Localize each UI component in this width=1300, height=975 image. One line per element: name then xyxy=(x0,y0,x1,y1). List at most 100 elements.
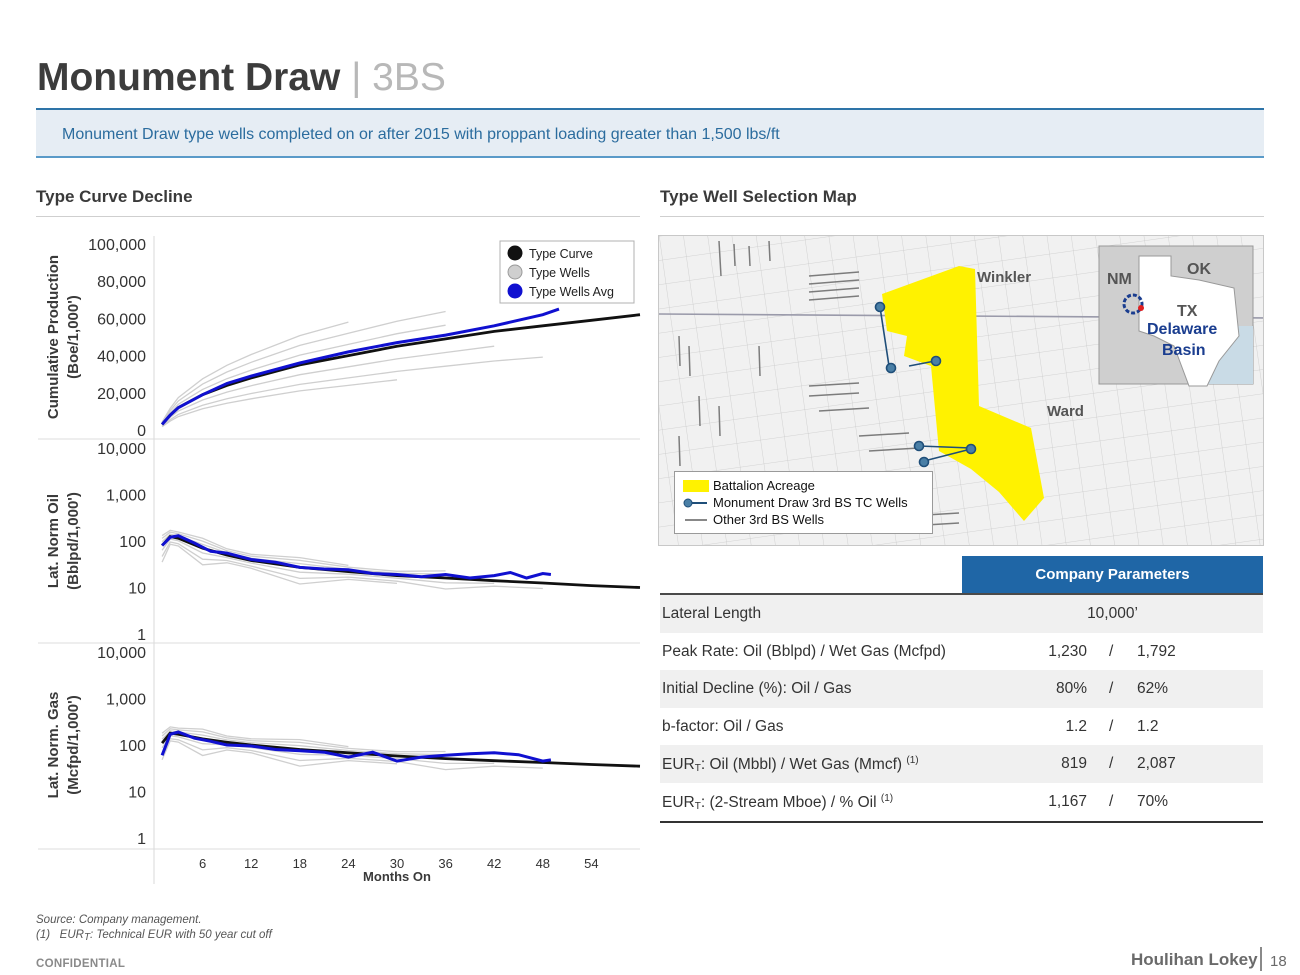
y-tick-label: 100 xyxy=(119,534,146,551)
row-separator: / xyxy=(1109,755,1114,773)
type-well-line xyxy=(161,726,349,748)
confidential-label: CONFIDENTIAL xyxy=(36,958,126,970)
y-axis-label: (Mcfpd/1,000') xyxy=(65,695,82,794)
row-value-oil: 80% xyxy=(1055,680,1087,698)
y-tick-label: 10,000 xyxy=(97,645,146,662)
title-rule xyxy=(36,108,1264,110)
row-label: Lateral Length xyxy=(662,605,762,622)
row-value-oil: 819 xyxy=(1061,755,1087,773)
type-well-line xyxy=(161,538,495,584)
row-value-oil-pct: 70% xyxy=(1137,792,1169,810)
y-axis-label: (Bblpd/1,000') xyxy=(65,492,82,590)
x-tick-label: 24 xyxy=(341,856,355,871)
x-tick-label: 36 xyxy=(438,856,452,871)
left-section-rule xyxy=(36,216,640,217)
y-tick-label: 1 xyxy=(137,627,146,644)
table-row: EURT: Oil (Mbbl) / Wet Gas (Mmcf) (1) 81… xyxy=(660,745,1263,783)
title-main: Monument Draw xyxy=(37,56,341,99)
row-label: Initial Decline (%): Oil / Gas xyxy=(662,680,852,698)
row-label: EURT: (2-Stream Mboe) / % Oil (1) xyxy=(662,792,894,812)
y-tick-label: 100 xyxy=(119,738,146,755)
delaware-label: Delaware xyxy=(1147,321,1217,338)
row-separator: / xyxy=(1109,792,1114,810)
table-row: Peak Rate: Oil (Bblpd) / Wet Gas (Mcfpd)… xyxy=(660,633,1263,671)
y-axis-label: Lat. Norm Oil xyxy=(45,494,62,588)
inset-map: NM OK TX Delaware Basin xyxy=(1098,245,1254,387)
row-value: 10,000’ xyxy=(1087,605,1138,622)
x-tick-label: 42 xyxy=(487,856,501,871)
parameters-header: Company Parameters xyxy=(962,556,1263,593)
tc-wells xyxy=(874,301,977,468)
y-tick-label: 100,000 xyxy=(88,237,146,254)
y-tick-label: 1,000 xyxy=(106,488,146,505)
table-row: EURT: (2-Stream Mboe) / % Oil (1) 1,167 … xyxy=(660,783,1263,821)
table-row: Initial Decline (%): Oil / Gas 80% / 62% xyxy=(660,670,1263,708)
y-tick-label: 20,000 xyxy=(97,386,146,403)
nm-label: NM xyxy=(1107,271,1132,288)
winkler-label: Winkler xyxy=(977,269,1031,286)
type-curve-chart: 100,000 80,000 60,000 40,000 20,000 0 Cumulati… xyxy=(38,236,641,884)
summary-banner: Monument Draw type wells completed on or… xyxy=(36,110,1264,158)
y-tick-label: 60,000 xyxy=(97,311,146,328)
other-wells xyxy=(678,240,960,527)
row-value-gas: 1.2 xyxy=(1137,717,1159,735)
tc-wells-swatch xyxy=(683,498,707,508)
page-number: 18 xyxy=(1270,953,1287,970)
x-tick-label: 12 xyxy=(244,856,258,871)
right-section-rule xyxy=(660,216,1264,217)
row-label: b-factor: Oil / Gas xyxy=(662,717,784,735)
type-well-line xyxy=(161,379,398,428)
row-value-oil: 1.2 xyxy=(1065,717,1087,735)
type-wells-avg-line xyxy=(161,534,552,580)
legend-label: Type Wells Avg xyxy=(529,285,614,299)
acreage-swatch xyxy=(683,480,709,492)
x-tick-label: 54 xyxy=(584,856,598,871)
type-well-line xyxy=(161,324,446,424)
type-well-line xyxy=(161,740,398,767)
y-tick-label: 80,000 xyxy=(97,274,146,291)
type-well-line xyxy=(161,356,543,427)
type-well-line xyxy=(161,734,495,765)
row-separator: / xyxy=(1109,642,1114,660)
x-tick-label: 48 xyxy=(536,856,550,871)
row-label: EURT: Oil (Mbbl) / Wet Gas (Mmcf) (1) xyxy=(662,755,919,775)
row-value-gas: 1,792 xyxy=(1137,642,1176,660)
parameters-table: Lateral Length 10,000’ Peak Rate: Oil (B… xyxy=(660,593,1263,823)
row-value-boe: 1,167 xyxy=(1048,792,1087,810)
ok-label: OK xyxy=(1187,261,1211,278)
battalion-acreage xyxy=(882,266,1044,521)
legend-marker xyxy=(507,283,523,299)
type-well-line xyxy=(161,310,446,424)
row-label: Peak Rate: Oil (Bblpd) / Wet Gas (Mcfpd) xyxy=(662,642,946,660)
y-tick-label: 10 xyxy=(128,785,146,802)
type-well-line xyxy=(161,529,349,567)
source-footnote: Source: Company management. xyxy=(36,914,202,926)
x-tick-label: 18 xyxy=(293,856,307,871)
type-well-line xyxy=(161,541,543,590)
row-value-oil: 1,230 xyxy=(1048,642,1087,660)
table-row: b-factor: Oil / Gas 1.2 / 1.2 xyxy=(660,708,1263,746)
map-legend: Battalion Acreage Monument Draw 3rd BS T… xyxy=(674,471,933,534)
type-well-line xyxy=(161,321,349,423)
x-axis-label: Months On xyxy=(363,869,431,884)
legend-tc-wells-label: Monument Draw 3rd BS TC Wells xyxy=(713,495,908,510)
brand-separator xyxy=(1260,947,1262,971)
ward-label: Ward xyxy=(1047,403,1084,420)
legend-marker xyxy=(507,264,523,280)
other-wells-swatch xyxy=(685,519,707,521)
eur-footnote: (1) EURT: Technical EUR with 50 year cut… xyxy=(36,929,272,943)
legend-other-wells-label: Other 3rd BS Wells xyxy=(713,512,825,527)
legend-label: Type Wells xyxy=(529,266,590,280)
y-axis-label: Cumulative Production xyxy=(45,255,62,419)
type-well-line xyxy=(161,531,446,572)
row-separator: / xyxy=(1109,680,1114,698)
brand-logo: Houlihan Lokey xyxy=(1131,950,1258,969)
title-subtitle: 3BS xyxy=(372,56,446,99)
legend-acreage-label: Battalion Acreage xyxy=(713,478,815,493)
x-tick-label: 6 xyxy=(199,856,206,871)
row-separator: / xyxy=(1109,717,1114,735)
y-tick-label: 10 xyxy=(128,581,146,598)
page-title: Monument Draw | 3BS xyxy=(37,56,446,100)
legend-marker xyxy=(507,245,523,261)
tx-label: TX xyxy=(1177,303,1198,320)
